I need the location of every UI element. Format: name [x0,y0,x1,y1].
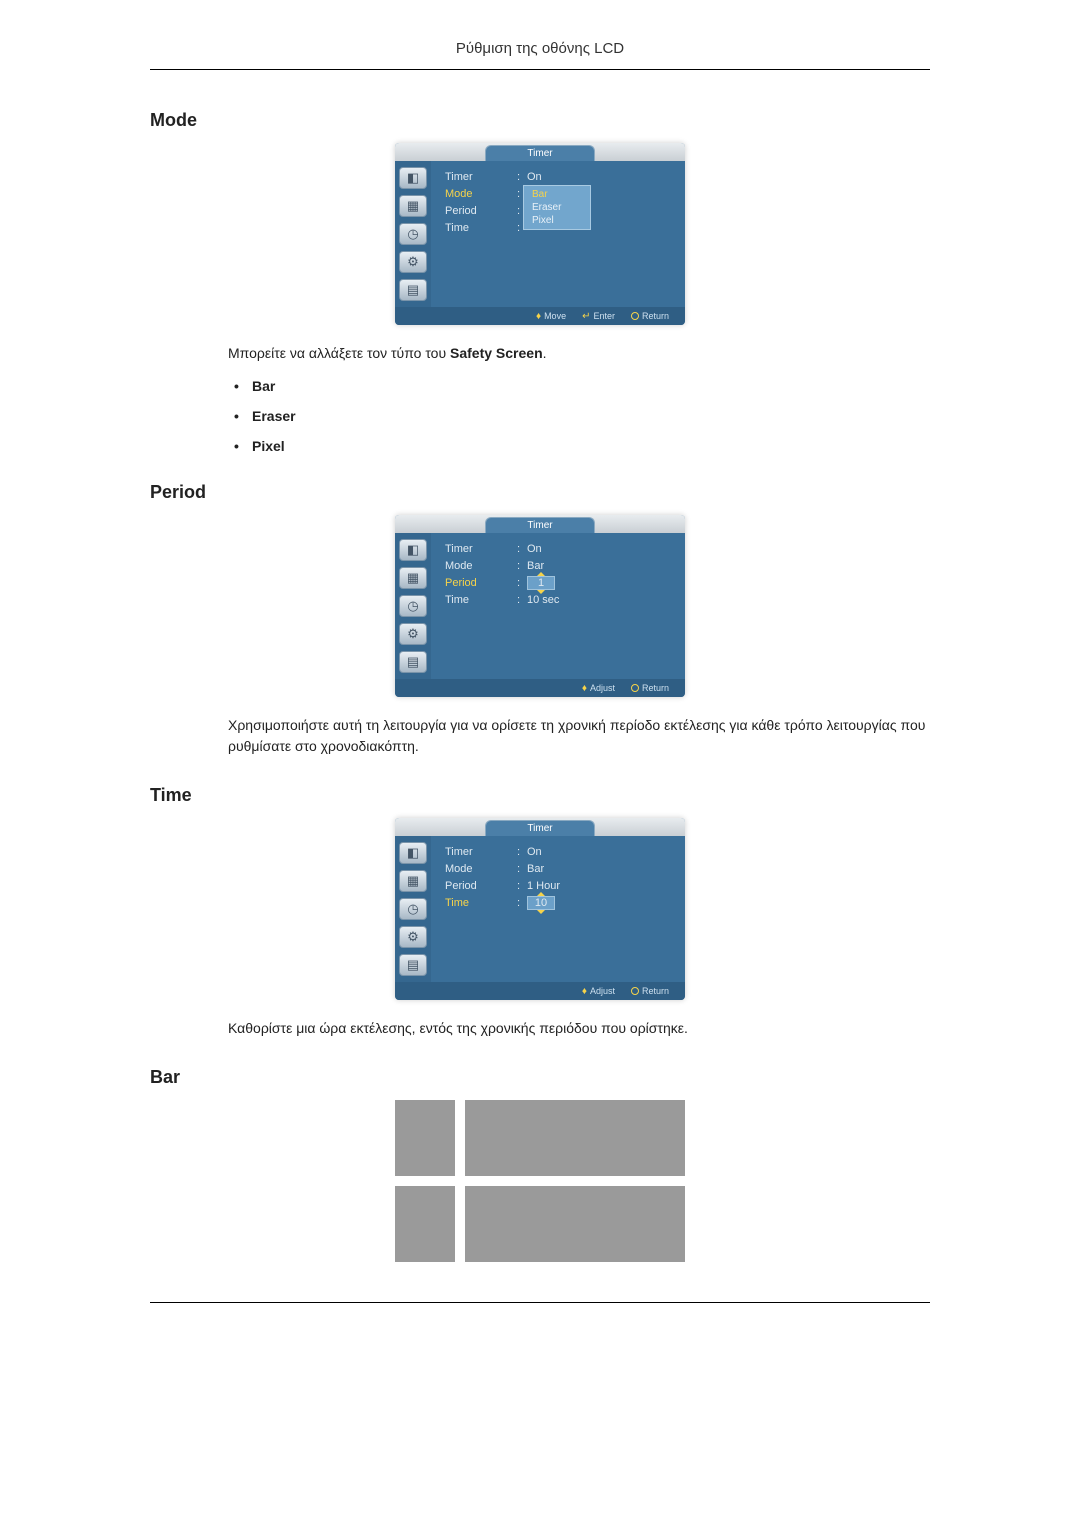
osd-dropdown-opt-eraser: Eraser [524,201,590,214]
osd-footer-return: Return [631,311,669,321]
osd-label-period: Period [445,205,517,217]
osd-label-time: Time [445,897,517,909]
section-mode: Mode Timer ◧ ▦ ◷ ⚙ ▤ Timer : On [150,110,930,454]
osd-icon-4: ⚙ [399,623,427,645]
osd-tab-timer: Timer [485,145,595,161]
osd-label-time: Time [445,594,517,606]
bar-graphic [395,1100,685,1262]
osd-footer-return: Return [631,683,669,693]
mode-description: Μπορείτε να αλλάξετε τον τύπο του Safety… [228,343,930,364]
section-bar-title: Bar [150,1067,930,1088]
section-bar: Bar [150,1067,930,1262]
bar-cell-bottom-right [465,1186,685,1262]
osd-label-mode: Mode [445,188,517,200]
osd-footer: ♦Move ↵Enter Return [395,307,685,325]
section-time-title: Time [150,785,930,806]
osd-label-mode: Mode [445,560,517,572]
page-header: Ρύθμιση της οθόνης LCD [150,40,930,70]
osd-value-mode: Bar [527,560,675,572]
osd-mode-dropdown: Bar Eraser Pixel [523,185,591,230]
osd-value-time: 10 sec [527,594,675,606]
osd-icon-2: ▦ [399,870,427,892]
section-mode-title: Mode [150,110,930,131]
osd-icon-2: ▦ [399,195,427,217]
osd-footer-adjust: ♦Adjust [582,683,615,694]
osd-icon-2: ▦ [399,567,427,589]
bar-cell-top-right [465,1100,685,1176]
osd-footer-enter: ↵Enter [582,311,615,322]
osd-icon-3: ◷ [399,898,427,920]
osd-icon-5: ▤ [399,651,427,673]
bar-cell-bottom-left [395,1186,455,1262]
osd-icon-1: ◧ [399,842,427,864]
osd-value-time: 10 [527,896,555,910]
osd-tab-timer: Timer [485,820,595,836]
period-description: Χρησιμοποιήστε αυτή τη λειτουργία για να… [228,715,930,757]
section-period: Period Timer ◧ ▦ ◷ ⚙ ▤ Timer:On Mode:Bar… [150,482,930,757]
osd-icon-3: ◷ [399,595,427,617]
osd-icon-3: ◷ [399,223,427,245]
osd-icon-5: ▤ [399,954,427,976]
osd-value-period: 1 Hour [527,880,675,892]
osd-icon-4: ⚙ [399,251,427,273]
osd-label-timer: Timer [445,846,517,858]
osd-dropdown-opt-pixel: Pixel [524,214,590,227]
osd-period: Timer ◧ ▦ ◷ ⚙ ▤ Timer:On Mode:Bar Period… [395,515,685,697]
osd-value-period: 1 [527,576,555,590]
osd-time: Timer ◧ ▦ ◷ ⚙ ▤ Timer:On Mode:Bar Period… [395,818,685,1000]
osd-value-timer: On [527,171,675,183]
osd-label-time: Time [445,222,517,234]
osd-value-timer: On [527,846,675,858]
footer-rule [150,1302,930,1303]
osd-mode: Timer ◧ ▦ ◷ ⚙ ▤ Timer : On M [395,143,685,325]
bar-cell-top-left [395,1100,455,1176]
section-period-title: Period [150,482,930,503]
osd-footer-return: Return [631,986,669,996]
osd-value-mode: Bar [527,863,675,875]
osd-tabbar: Timer [395,143,685,161]
osd-value-timer: On [527,543,675,555]
osd-label-timer: Timer [445,543,517,555]
section-time: Time Timer ◧ ▦ ◷ ⚙ ▤ Timer:On Mode:Bar P… [150,785,930,1039]
osd-icon-5: ▤ [399,279,427,301]
osd-icon-1: ◧ [399,167,427,189]
osd-row-timer: Timer : On [445,169,675,184]
osd-footer-move: ♦Move [536,311,566,322]
mode-option-pixel: Pixel [228,438,930,454]
osd-label-period: Period [445,577,517,589]
time-description: Καθορίστε μια ώρα εκτέλεσης, εντός της χ… [228,1018,930,1039]
osd-icon-4: ⚙ [399,926,427,948]
osd-icon-strip: ◧ ▦ ◷ ⚙ ▤ [395,161,431,307]
osd-icon-1: ◧ [399,539,427,561]
osd-label-mode: Mode [445,863,517,875]
osd-label-period: Period [445,880,517,892]
osd-footer-adjust: ♦Adjust [582,986,615,997]
osd-dropdown-opt-bar: Bar [524,188,590,201]
mode-option-eraser: Eraser [228,408,930,424]
osd-label-timer: Timer [445,171,517,183]
mode-option-bar: Bar [228,378,930,394]
mode-options-list: Bar Eraser Pixel [228,378,930,454]
osd-tab-timer: Timer [485,517,595,533]
